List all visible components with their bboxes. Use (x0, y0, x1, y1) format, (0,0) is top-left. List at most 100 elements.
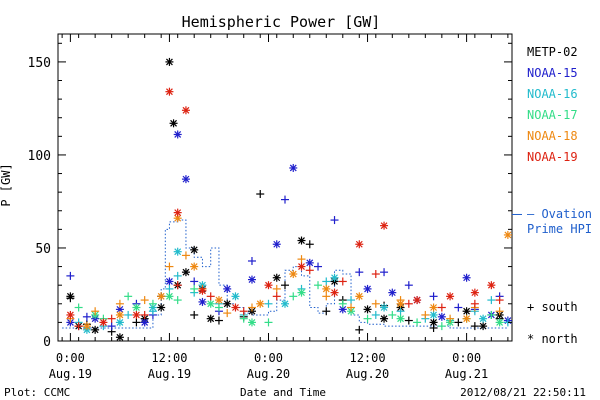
north-asterisk-marker (173, 247, 182, 256)
ast-d2 (132, 311, 140, 319)
ast-d2 (182, 106, 190, 114)
y-axis-label: P [GW] (0, 163, 13, 206)
south-plus-marker (371, 310, 380, 319)
north-asterisk-marker (281, 299, 289, 308)
south-plus-marker (289, 292, 298, 301)
south-plus-marker (446, 314, 455, 323)
north-asterisk-marker (470, 288, 479, 297)
plot-border (57, 33, 513, 342)
north-asterisk-marker (132, 303, 141, 312)
ast-d2 (298, 237, 305, 244)
north-asterisk-marker (297, 288, 306, 297)
north-asterisk-marker (272, 273, 281, 282)
south-plus-marker (338, 299, 347, 308)
north-asterisk-marker (380, 221, 389, 230)
north-asterisk-marker (380, 303, 389, 312)
ast-d2 (273, 240, 281, 248)
ast-d2 (289, 270, 297, 278)
ast-d2 (83, 322, 91, 330)
north-asterisk-marker (165, 57, 174, 66)
ast-d2 (190, 263, 198, 271)
ast-d2 (99, 318, 107, 326)
south-plus-marker (495, 307, 504, 316)
south-plus-marker (214, 303, 223, 312)
x-tick-time-label: 0:00 (254, 351, 283, 365)
north-asterisk-marker (462, 314, 471, 323)
south-plus-marker (404, 299, 413, 308)
south-plus-marker (165, 262, 174, 271)
north-asterisk-marker (446, 292, 455, 301)
ast-d2 (174, 131, 182, 138)
north-asterisk-marker (429, 303, 438, 312)
south-plus-marker (355, 325, 364, 334)
ovation-legend-line2: Prime HPI (527, 222, 592, 236)
north-marker-legend: * north (527, 332, 578, 346)
data-points (66, 57, 512, 342)
ast-d2 (116, 305, 124, 313)
north-asterisk-marker (330, 273, 339, 282)
north-asterisk-marker (82, 322, 91, 331)
south-plus-marker (363, 314, 372, 323)
north-asterisk-marker (223, 299, 232, 308)
ast-d2 (355, 292, 363, 300)
north-asterisk-marker (190, 245, 199, 254)
y-tick-label: 0 (43, 335, 51, 350)
north-asterisk-marker (462, 307, 471, 316)
ast-d2 (289, 164, 297, 172)
north-asterisk-marker (487, 281, 496, 290)
plot-credit: Plot: CCMC (4, 386, 70, 399)
south-plus-marker (214, 316, 223, 325)
north-asterisk-marker (289, 163, 298, 172)
legend-item: NOAA-19 (527, 150, 578, 164)
south-plus-marker (247, 303, 256, 312)
south-plus-marker (124, 310, 133, 319)
ast-d2 (331, 289, 338, 297)
ast-d2 (496, 318, 504, 326)
x-tick-date-label: Aug.19 (49, 367, 92, 381)
ovation-hpi-line (62, 213, 522, 329)
north-asterisk-marker (429, 310, 438, 319)
ast-d2 (397, 300, 404, 308)
ast-d2 (166, 292, 173, 300)
south-plus-marker (247, 256, 256, 265)
north-asterisk-marker (99, 318, 108, 327)
y-tick-label: 100 (28, 149, 51, 164)
south-plus-marker (437, 322, 446, 331)
south-plus-marker (437, 303, 446, 312)
north-asterisk-marker (115, 318, 124, 327)
south-plus-marker (206, 292, 215, 301)
north-asterisk-marker (181, 268, 190, 277)
north-asterisk-marker (355, 292, 364, 301)
south-plus-marker (74, 322, 83, 331)
ovation-legend-line1: — Ovation (527, 207, 592, 221)
south-plus-marker (272, 284, 281, 293)
north-asterisk-marker (297, 236, 306, 245)
chart-title: Hemispheric Power [GW] (182, 13, 381, 31)
north-asterisk-marker (157, 303, 166, 312)
ast-d2 (141, 318, 149, 326)
south-plus-marker (124, 292, 133, 301)
legend-item: NOAA-16 (527, 87, 578, 101)
south-plus-marker (347, 296, 356, 305)
south-plus-marker (140, 310, 149, 319)
north-asterisk-marker (462, 273, 471, 282)
south-plus-marker (115, 299, 124, 308)
south-plus-marker (396, 307, 405, 316)
south-plus-marker (239, 314, 248, 323)
ast-d2 (298, 263, 305, 271)
ast-d2 (248, 318, 256, 326)
south-marker-legend: + south (527, 300, 578, 314)
south-plus-marker (107, 322, 116, 331)
south-plus-marker (495, 296, 504, 305)
ast-d2 (166, 58, 173, 66)
ast-d2 (66, 292, 74, 300)
north-asterisk-marker (322, 284, 331, 293)
south-plus-marker (470, 322, 479, 331)
north-asterisk-marker (503, 230, 512, 239)
north-asterisk-marker (380, 314, 389, 323)
north-asterisk-marker (165, 87, 174, 96)
ast-d2 (339, 305, 347, 313)
ast-d2 (265, 281, 272, 289)
north-asterisk-marker (140, 318, 149, 327)
